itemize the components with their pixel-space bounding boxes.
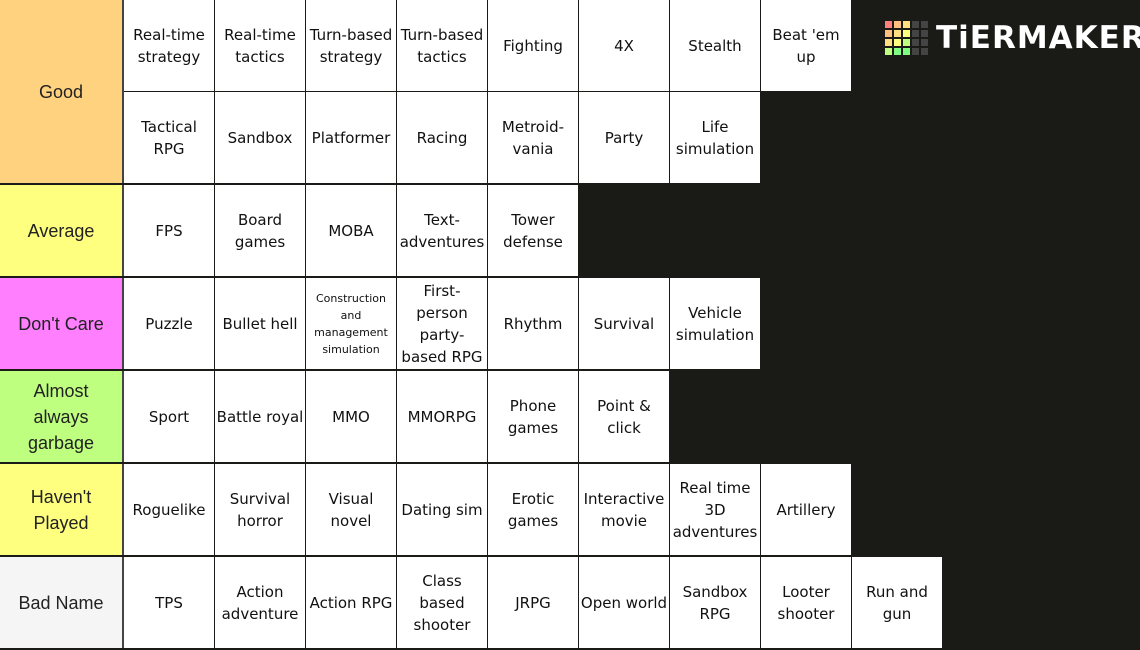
tier-item: Platformer <box>306 92 396 183</box>
tier-item: Looter shooter <box>761 557 851 648</box>
tier-label: Bad Name <box>0 557 124 648</box>
tier-item: Rhythm <box>488 278 578 369</box>
tier-item: Text-adventures <box>397 185 487 276</box>
tier-label: Almost always garbage <box>0 371 124 462</box>
tier-item: 4X <box>579 0 669 91</box>
tier-item: Erotic games <box>488 464 578 555</box>
tier-item: Sandbox RPG <box>670 557 760 648</box>
tier-item: Life simulation <box>670 92 760 183</box>
tier-label: Don't Care <box>0 278 124 369</box>
tier-item: Open world <box>579 557 669 648</box>
tier-item: Survival <box>579 278 669 369</box>
tier-item: Real time 3D adventures <box>670 464 760 555</box>
tier-item: Bullet hell <box>215 278 305 369</box>
tier-row: Bad Name TPS Action adventure Action RPG Cla… <box>0 557 1140 648</box>
tier-label: Good <box>0 0 124 183</box>
tier-item: Construction and management simulation <box>306 278 396 369</box>
tier-item: MMO <box>306 371 396 462</box>
tier-label: Average <box>0 185 124 276</box>
tier-item: Interactive movie <box>579 464 669 555</box>
tier-item: Phone games <box>488 371 578 462</box>
tier-item: Visual novel <box>306 464 396 555</box>
tier-item: TPS <box>124 557 214 648</box>
tier-item: Metroid-vania <box>488 92 578 183</box>
tier-item: Stealth <box>670 0 760 91</box>
tier-item: First-person party-based RPG <box>397 278 487 369</box>
tier-row: Good Real-time strategy Real-time tactics T… <box>0 0 1140 183</box>
tier-item: Point & click <box>579 371 669 462</box>
tier-item: Vehicle simulation <box>670 278 760 369</box>
tier-item: Fighting <box>488 0 578 91</box>
tier-item: Run and gun <box>852 557 942 648</box>
tier-item: Survival horror <box>215 464 305 555</box>
tier-item: Real-time strategy <box>124 0 214 91</box>
tier-item: MMORPG <box>397 371 487 462</box>
tier-item: MOBA <box>306 185 396 276</box>
tier-item: Puzzle <box>124 278 214 369</box>
tier-item: Roguelike <box>124 464 214 555</box>
tier-items: Puzzle Bullet hell Construction and manage… <box>124 278 1124 369</box>
tier-item: FPS <box>124 185 214 276</box>
tier-item: Action RPG <box>306 557 396 648</box>
tier-item: Tower defense <box>488 185 578 276</box>
tier-label: Haven't Played <box>0 464 124 555</box>
tier-items: Real-time strategy Real-time tactics Turn-… <box>124 0 851 183</box>
logo-icon <box>885 21 928 55</box>
tier-item: Board games <box>215 185 305 276</box>
tier-item: Dating sim <box>397 464 487 555</box>
tier-item: Sport <box>124 371 214 462</box>
tier-item: Action adventure <box>215 557 305 648</box>
tier-row: Average FPS Board games MOBA Text-adventures… <box>0 185 1140 276</box>
tier-item: Beat 'em up <box>761 0 851 91</box>
tier-item: Turn-based strategy <box>306 0 396 91</box>
tier-items: Roguelike Survival horror Visual novel Dati… <box>124 464 1124 555</box>
tier-item: JRPG <box>488 557 578 648</box>
tier-row: Don't Care Puzzle Bullet hell Construction … <box>0 278 1140 369</box>
logo: TiERMAKER <box>885 20 1140 56</box>
tier-item: Class based shooter <box>397 557 487 648</box>
tier-items: Sport Battle royal MMO MMORPG Phone games Poi… <box>124 371 1124 462</box>
tier-row: Almost always garbage Sport Battle royal MM… <box>0 371 1140 462</box>
tier-item: Battle royal <box>215 371 305 462</box>
tier-item: Sandbox <box>215 92 305 183</box>
tier-item: Turn-based tactics <box>397 0 487 91</box>
tier-items: TPS Action adventure Action RPG Class based… <box>124 557 1124 648</box>
tier-item: Real-time tactics <box>215 0 305 91</box>
logo-text: TiERMAKER <box>936 20 1140 56</box>
tier-items: FPS Board games MOBA Text-adventures Tower d… <box>124 185 1124 276</box>
tier-item: Artillery <box>761 464 851 555</box>
tier-item: Racing <box>397 92 487 183</box>
tier-row: Haven't Played Roguelike Survival horror Vi… <box>0 464 1140 555</box>
tier-item: Tactical RPG <box>124 92 214 183</box>
tier-item: Party <box>579 92 669 183</box>
